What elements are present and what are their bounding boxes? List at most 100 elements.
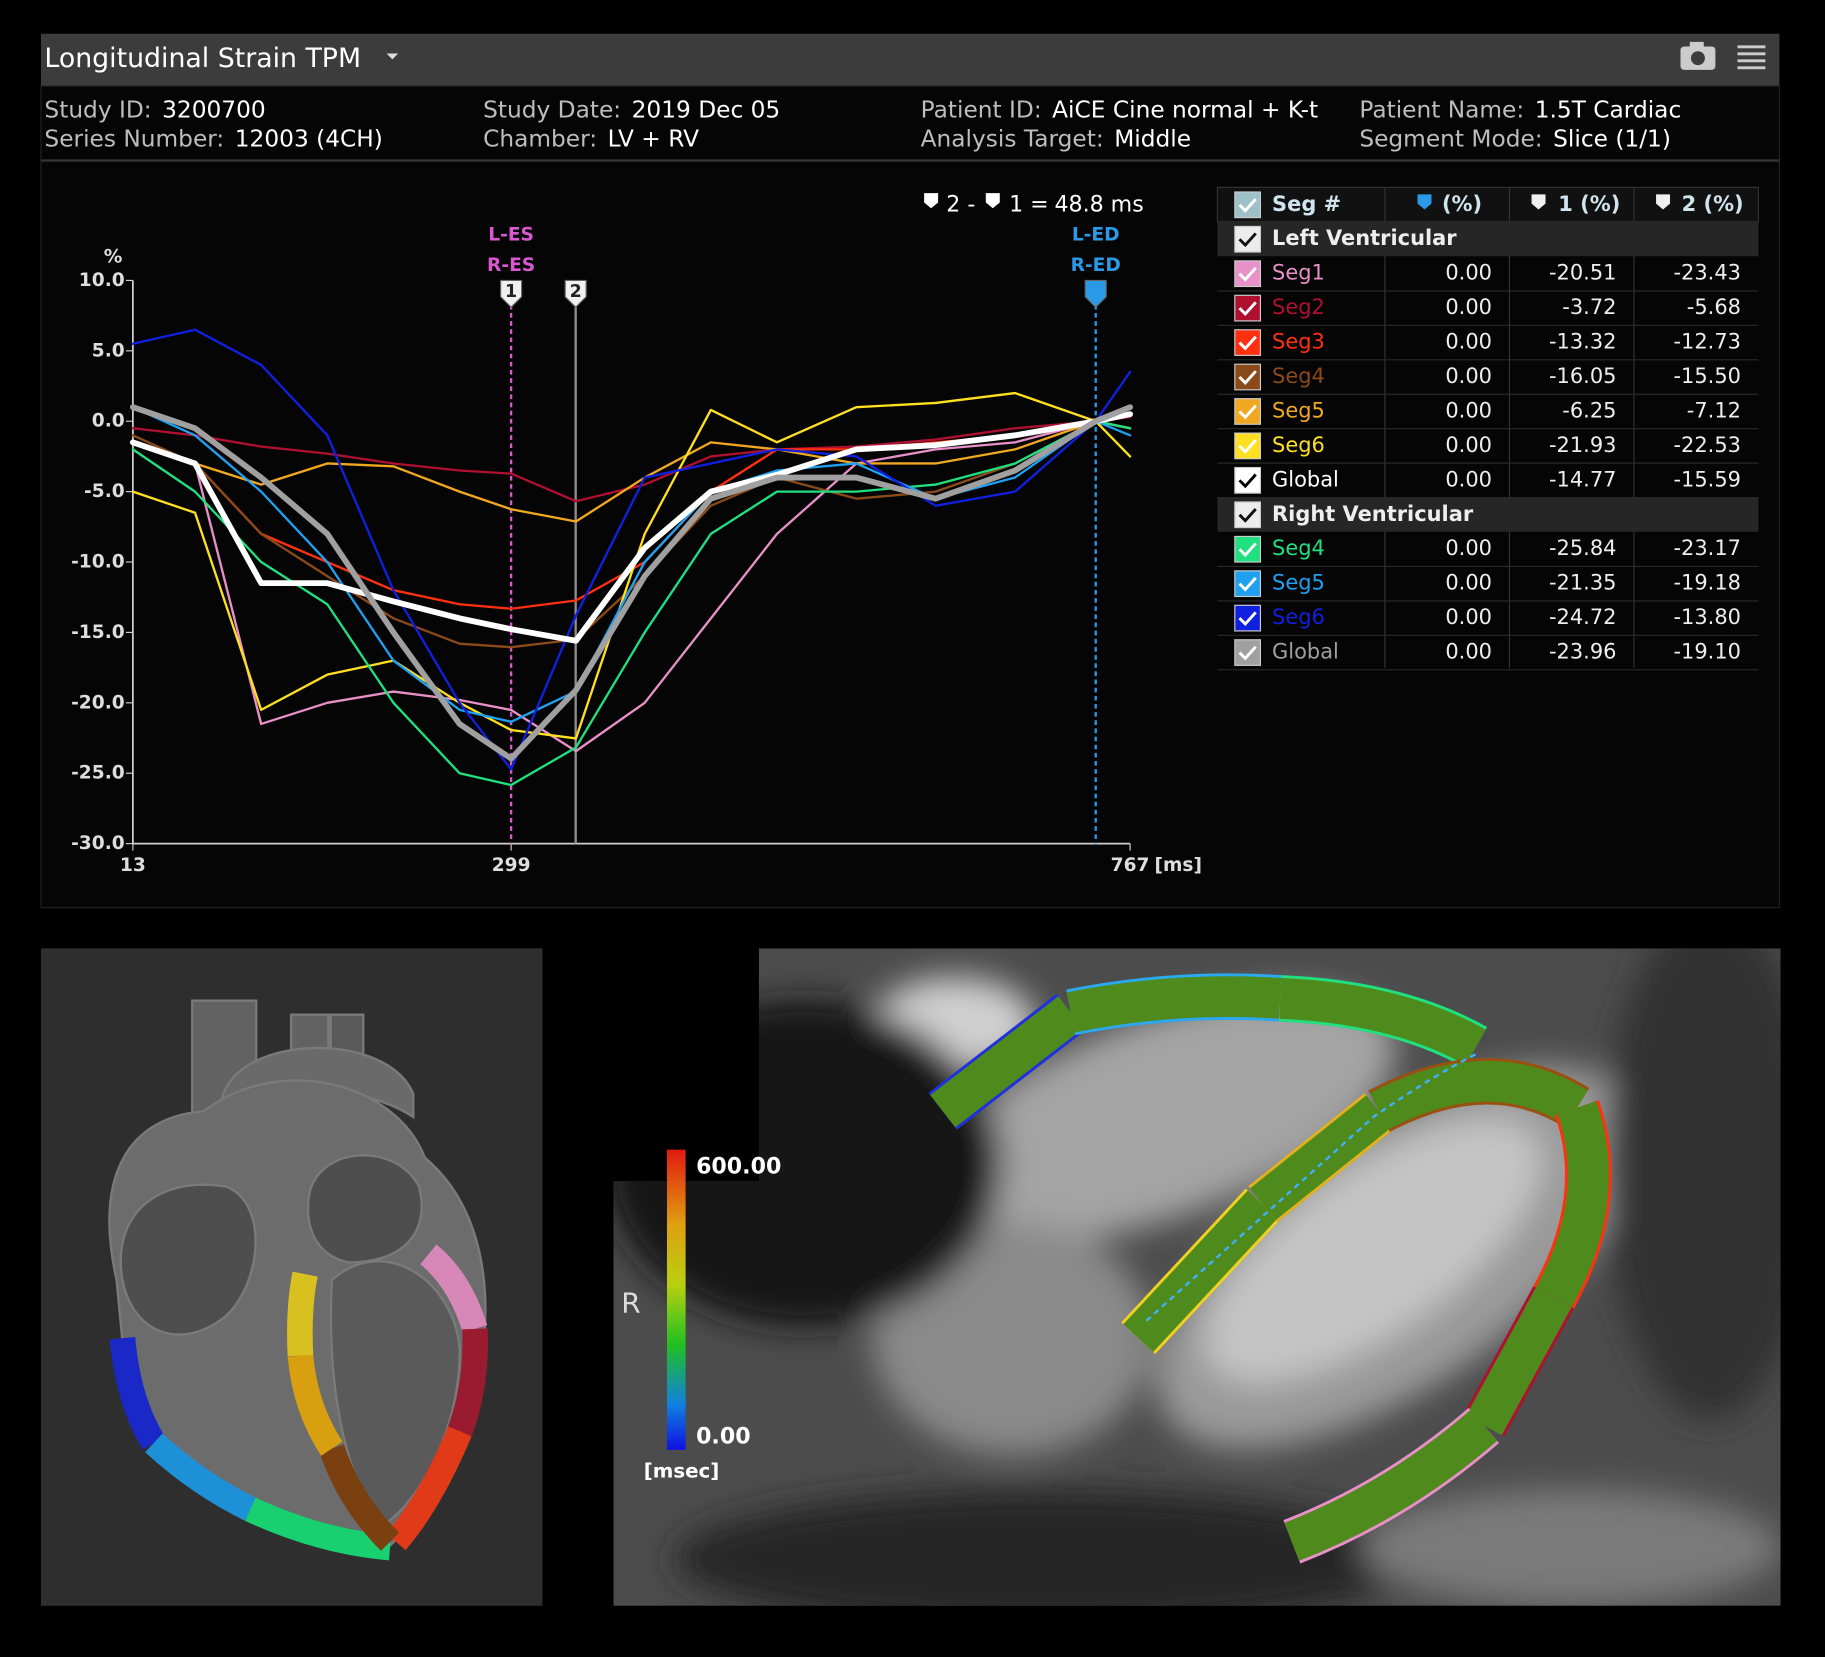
info-field: Segment Mode: Slice (1/1) xyxy=(1359,125,1671,152)
segment-name: Seg1 xyxy=(1272,261,1325,285)
heart-segment xyxy=(386,1426,472,1551)
info-value: LV + RV xyxy=(608,125,699,152)
camera-button[interactable] xyxy=(1680,41,1716,70)
info-label: Patient Name: xyxy=(1359,96,1524,123)
checkmark xyxy=(1238,611,1257,627)
table-value: -25.84 xyxy=(1549,536,1617,560)
info-field: Study Date: 2019 Dec 05 xyxy=(483,96,780,123)
series-line xyxy=(129,411,1134,644)
checkbox[interactable] xyxy=(1234,501,1262,529)
table-value: -21.35 xyxy=(1549,571,1617,595)
heart-segment xyxy=(145,1433,257,1521)
title-bar xyxy=(40,33,1780,87)
info-field: Patient ID: AiCE Cine normal + K-t xyxy=(921,96,1319,123)
column-header: Seg # xyxy=(1272,192,1341,216)
checkbox[interactable] xyxy=(1234,639,1262,666)
flag-icon xyxy=(924,193,939,209)
info-value: 12003 (4CH) xyxy=(235,125,383,152)
info-field: Patient Name: 1.5T Cardiac xyxy=(1359,96,1681,123)
event-label: L-ED xyxy=(1072,225,1120,246)
info-field: Study ID: 3200700 xyxy=(44,96,265,123)
checkbox[interactable] xyxy=(1234,225,1262,253)
menu-bar xyxy=(1737,45,1766,49)
table-value: -23.17 xyxy=(1674,536,1742,560)
info-value: Slice (1/1) xyxy=(1553,125,1671,152)
info-field: Analysis Target: Middle xyxy=(921,125,1191,152)
checkbox[interactable] xyxy=(1234,535,1262,563)
info-label: Study Date: xyxy=(483,96,621,123)
event-marker-label: 1 xyxy=(505,282,517,302)
checkbox[interactable] xyxy=(1234,363,1262,391)
segment-name: Seg5 xyxy=(1272,398,1325,422)
y-tick-label: 10.0 xyxy=(79,270,125,291)
series-line xyxy=(131,420,1132,753)
table-value: -20.51 xyxy=(1549,261,1617,285)
x-tick-label: 299 xyxy=(492,855,531,876)
info-label: Analysis Target: xyxy=(921,125,1104,152)
table-value: -7.12 xyxy=(1687,398,1741,422)
segment-name: Seg4 xyxy=(1272,364,1325,388)
y-tick-label: -20.0 xyxy=(71,692,125,713)
segment-name: Seg6 xyxy=(1272,433,1325,457)
dropdown-icon[interactable] xyxy=(386,53,399,60)
contour-fill xyxy=(1123,1190,1278,1353)
colorbar-unit: [msec] xyxy=(644,1459,720,1482)
group-name: Left Ventricular xyxy=(1272,226,1457,250)
table-value: -13.80 xyxy=(1674,605,1742,629)
contour-fill xyxy=(1535,1101,1609,1308)
checkbox[interactable] xyxy=(1234,466,1262,494)
event-label: R-ED xyxy=(1071,255,1121,276)
checkbox[interactable] xyxy=(1234,191,1262,219)
column-header: 2 (%) xyxy=(1682,192,1744,216)
contour-fill xyxy=(930,996,1084,1128)
info-value: AiCE Cine normal + K-t xyxy=(1052,96,1318,123)
y-tick-label: 5.0 xyxy=(92,340,125,361)
checkbox[interactable] xyxy=(1234,294,1262,322)
series-line xyxy=(131,328,1132,771)
flag-icon xyxy=(1656,194,1671,210)
group-row xyxy=(1217,497,1759,532)
table-value: 0.00 xyxy=(1445,295,1492,319)
segment-name: Global xyxy=(1272,640,1339,664)
column-header: 1 (%) xyxy=(1558,192,1620,216)
mri-blob xyxy=(1204,1119,1542,1383)
table-value: 0.00 xyxy=(1445,330,1492,354)
info-value: 3200700 xyxy=(162,96,266,123)
checkmark xyxy=(1238,266,1257,282)
table-value: -23.96 xyxy=(1549,640,1617,664)
menu-button[interactable] xyxy=(1737,45,1766,70)
table-value: 0.00 xyxy=(1445,467,1492,491)
checkbox[interactable] xyxy=(1234,260,1262,288)
checkbox[interactable] xyxy=(1234,398,1262,425)
info-value: Middle xyxy=(1114,125,1191,152)
heart-shape xyxy=(119,1183,257,1336)
y-tick-label: -30.0 xyxy=(71,833,125,854)
event-marker[interactable] xyxy=(564,279,587,309)
checkmark xyxy=(1238,404,1257,420)
checkbox[interactable] xyxy=(1234,570,1262,598)
series-line xyxy=(131,415,1132,503)
checkbox[interactable] xyxy=(1234,329,1262,356)
checkbox[interactable] xyxy=(1234,432,1262,460)
checkmark xyxy=(1238,335,1257,351)
flag-icon xyxy=(1531,194,1546,210)
column-header: (%) xyxy=(1442,192,1482,216)
contour-fill xyxy=(1279,978,1486,1066)
segment-name: Seg5 xyxy=(1272,571,1325,595)
heart-illustration xyxy=(108,999,489,1561)
info-label: Patient ID: xyxy=(921,96,1042,123)
menu-bar xyxy=(1737,66,1766,70)
contour-fill xyxy=(1066,976,1282,1033)
table-value: 0.00 xyxy=(1445,364,1492,388)
event-marker[interactable] xyxy=(500,279,523,309)
table-value: -24.72 xyxy=(1549,605,1617,629)
table-value: 0.00 xyxy=(1445,261,1492,285)
checkbox[interactable] xyxy=(1234,604,1262,632)
heart-segment xyxy=(244,1497,392,1561)
event-marker[interactable] xyxy=(1084,279,1107,309)
mri-blob xyxy=(675,1489,1420,1606)
y-tick-label: 0.0 xyxy=(92,411,125,432)
table-value: 0.00 xyxy=(1445,433,1492,457)
heart-segment xyxy=(420,1244,488,1333)
